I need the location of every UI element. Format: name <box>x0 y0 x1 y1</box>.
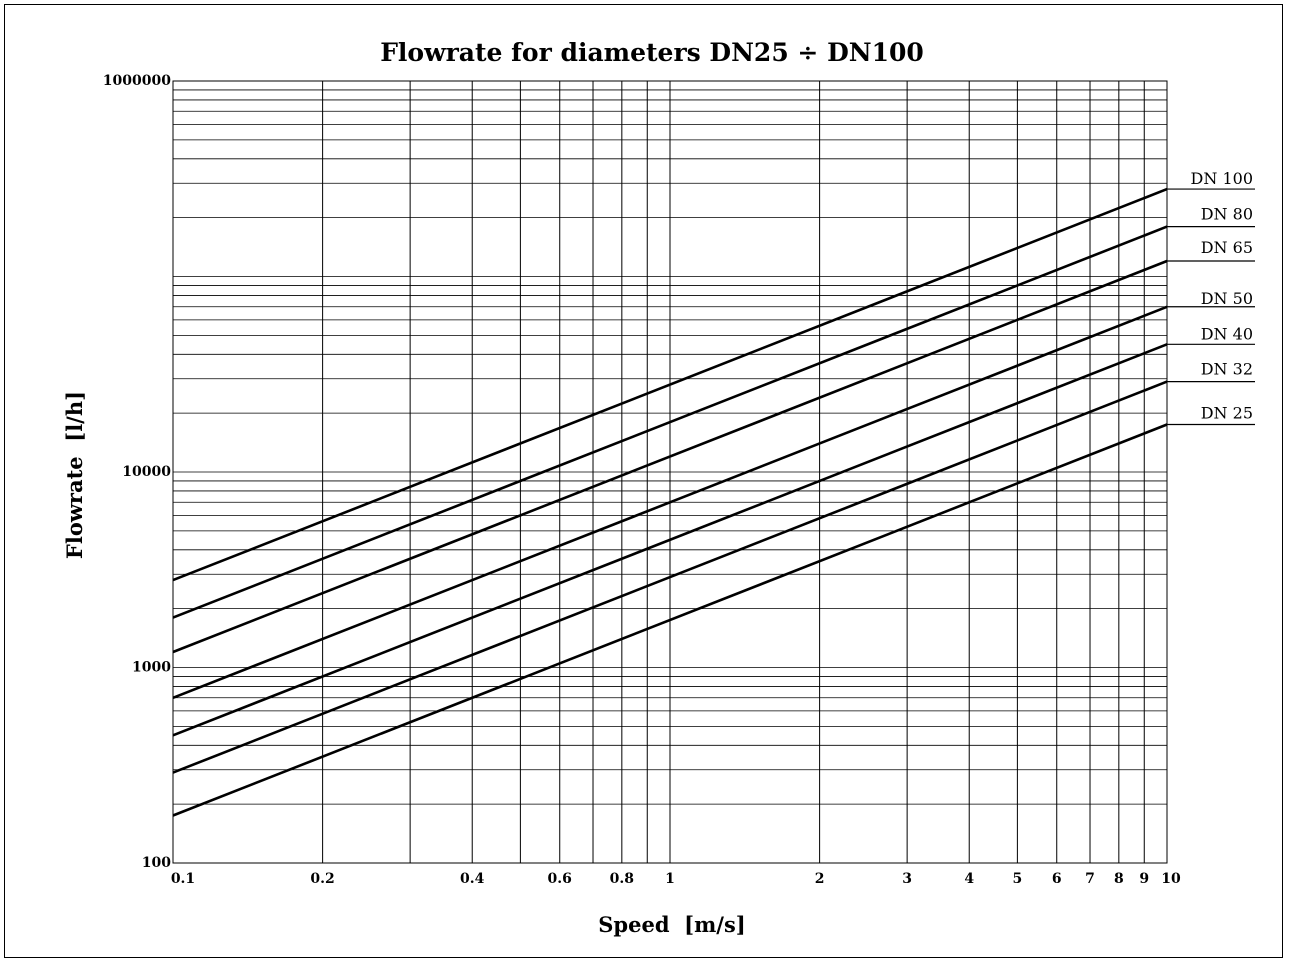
x-tick-label: 0.2 <box>310 871 334 887</box>
series-line <box>172 225 1168 619</box>
series-lines <box>172 187 1168 817</box>
series-labels: DN 100 DN 80 DN 65 DN 50 DN 40 DN 32 DN 25 <box>1167 169 1255 426</box>
series-label: DN 32 <box>1201 360 1253 379</box>
y-axis-label: Flowrate [l/h] <box>62 391 87 559</box>
x-tick-label: 7 <box>1085 871 1095 887</box>
y-tick-label: 100 <box>142 855 171 871</box>
series-label: DN 25 <box>1201 403 1253 422</box>
x-tick-label: 3 <box>902 871 912 887</box>
series-line <box>172 380 1168 774</box>
series-line <box>172 259 1168 654</box>
x-tick-label: 5 <box>1013 871 1023 887</box>
y-tick-label: 10000 <box>122 464 171 480</box>
series-label: DN 100 <box>1191 169 1253 188</box>
series-label: DN 80 <box>1201 205 1253 224</box>
x-tick-label: 1 <box>665 871 675 887</box>
x-axis-label: Speed [m/s] <box>598 912 745 937</box>
series-line <box>172 423 1168 817</box>
series-label: DN 65 <box>1201 238 1253 257</box>
x-tick-label: 10 <box>1161 871 1181 887</box>
x-tick-label: 2 <box>815 871 825 887</box>
series-line <box>172 343 1168 737</box>
x-tick-label: 0.6 <box>548 871 572 887</box>
y-tick-label: 1000 <box>132 660 171 676</box>
series-line <box>172 305 1168 700</box>
series-line <box>172 187 1168 582</box>
grid <box>172 80 1168 864</box>
x-tick-label: 9 <box>1139 871 1149 887</box>
chart-frame: Flowrate for diameters DN25 ÷ DN100 DN 1… <box>4 4 1283 958</box>
series-label: DN 50 <box>1201 289 1253 308</box>
x-tick-label: 0.4 <box>460 871 485 887</box>
x-tick-label: 0.8 <box>610 871 634 887</box>
x-tick-labels: 0.1 0.2 0.4 0.6 0.8 1 2 3 4 5 6 7 8 9 10 <box>171 871 1181 887</box>
x-tick-label: 6 <box>1052 871 1062 887</box>
flowrate-chart: Flowrate for diameters DN25 ÷ DN100 DN 1… <box>62 38 1255 937</box>
chart-title: Flowrate for diameters DN25 ÷ DN100 <box>380 38 924 67</box>
y-tick-label: 1000000 <box>103 73 171 89</box>
x-tick-label: 4 <box>964 871 974 887</box>
series-label: DN 40 <box>1201 324 1253 343</box>
x-tick-label: 0.1 <box>171 871 195 887</box>
y-tick-labels: 100 1000 10000 1000000 <box>103 73 171 871</box>
x-tick-label: 8 <box>1114 871 1124 887</box>
